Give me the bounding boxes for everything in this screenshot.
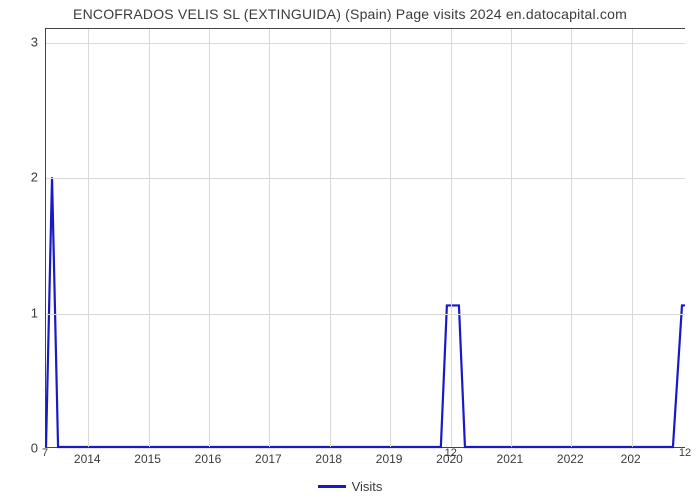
- gridline-v: [149, 29, 150, 447]
- xtick-label: 2019: [376, 452, 403, 466]
- gridline-v: [571, 29, 572, 447]
- gridline-v: [88, 29, 89, 447]
- gridline-h: [46, 314, 685, 315]
- series-line: [46, 177, 685, 447]
- data-point-label: 12: [445, 447, 457, 459]
- chart-title: ENCOFRADOS VELIS SL (EXTINGUIDA) (Spain)…: [0, 6, 700, 22]
- gridline-v: [209, 29, 210, 447]
- gridline-v: [451, 29, 452, 447]
- gridline-v: [330, 29, 331, 447]
- gridline-v: [269, 29, 270, 447]
- data-point-label: 7: [42, 447, 48, 459]
- chart-container: ENCOFRADOS VELIS SL (EXTINGUIDA) (Spain)…: [0, 0, 700, 500]
- legend-swatch: [318, 485, 346, 488]
- xtick-label: 2015: [134, 452, 161, 466]
- ytick-label: 3: [8, 34, 38, 49]
- xtick-label: 202: [621, 452, 641, 466]
- gridline-v: [632, 29, 633, 447]
- xtick-label: 2022: [557, 452, 584, 466]
- ytick-label: 1: [8, 305, 38, 320]
- legend-label: Visits: [352, 479, 383, 494]
- ytick-label: 2: [8, 170, 38, 185]
- xtick-label: 2018: [315, 452, 342, 466]
- gridline-h: [46, 178, 685, 179]
- xtick-label: 2014: [74, 452, 101, 466]
- plot-area: [45, 28, 685, 448]
- line-series: [46, 29, 685, 447]
- xtick-label: 2016: [195, 452, 222, 466]
- ytick-label: 0: [8, 441, 38, 456]
- xtick-label: 2021: [497, 452, 524, 466]
- data-point-label: 12: [679, 447, 691, 459]
- gridline-v: [390, 29, 391, 447]
- xtick-label: 2017: [255, 452, 282, 466]
- legend: Visits: [0, 478, 700, 494]
- gridline-v: [511, 29, 512, 447]
- gridline-h: [46, 43, 685, 44]
